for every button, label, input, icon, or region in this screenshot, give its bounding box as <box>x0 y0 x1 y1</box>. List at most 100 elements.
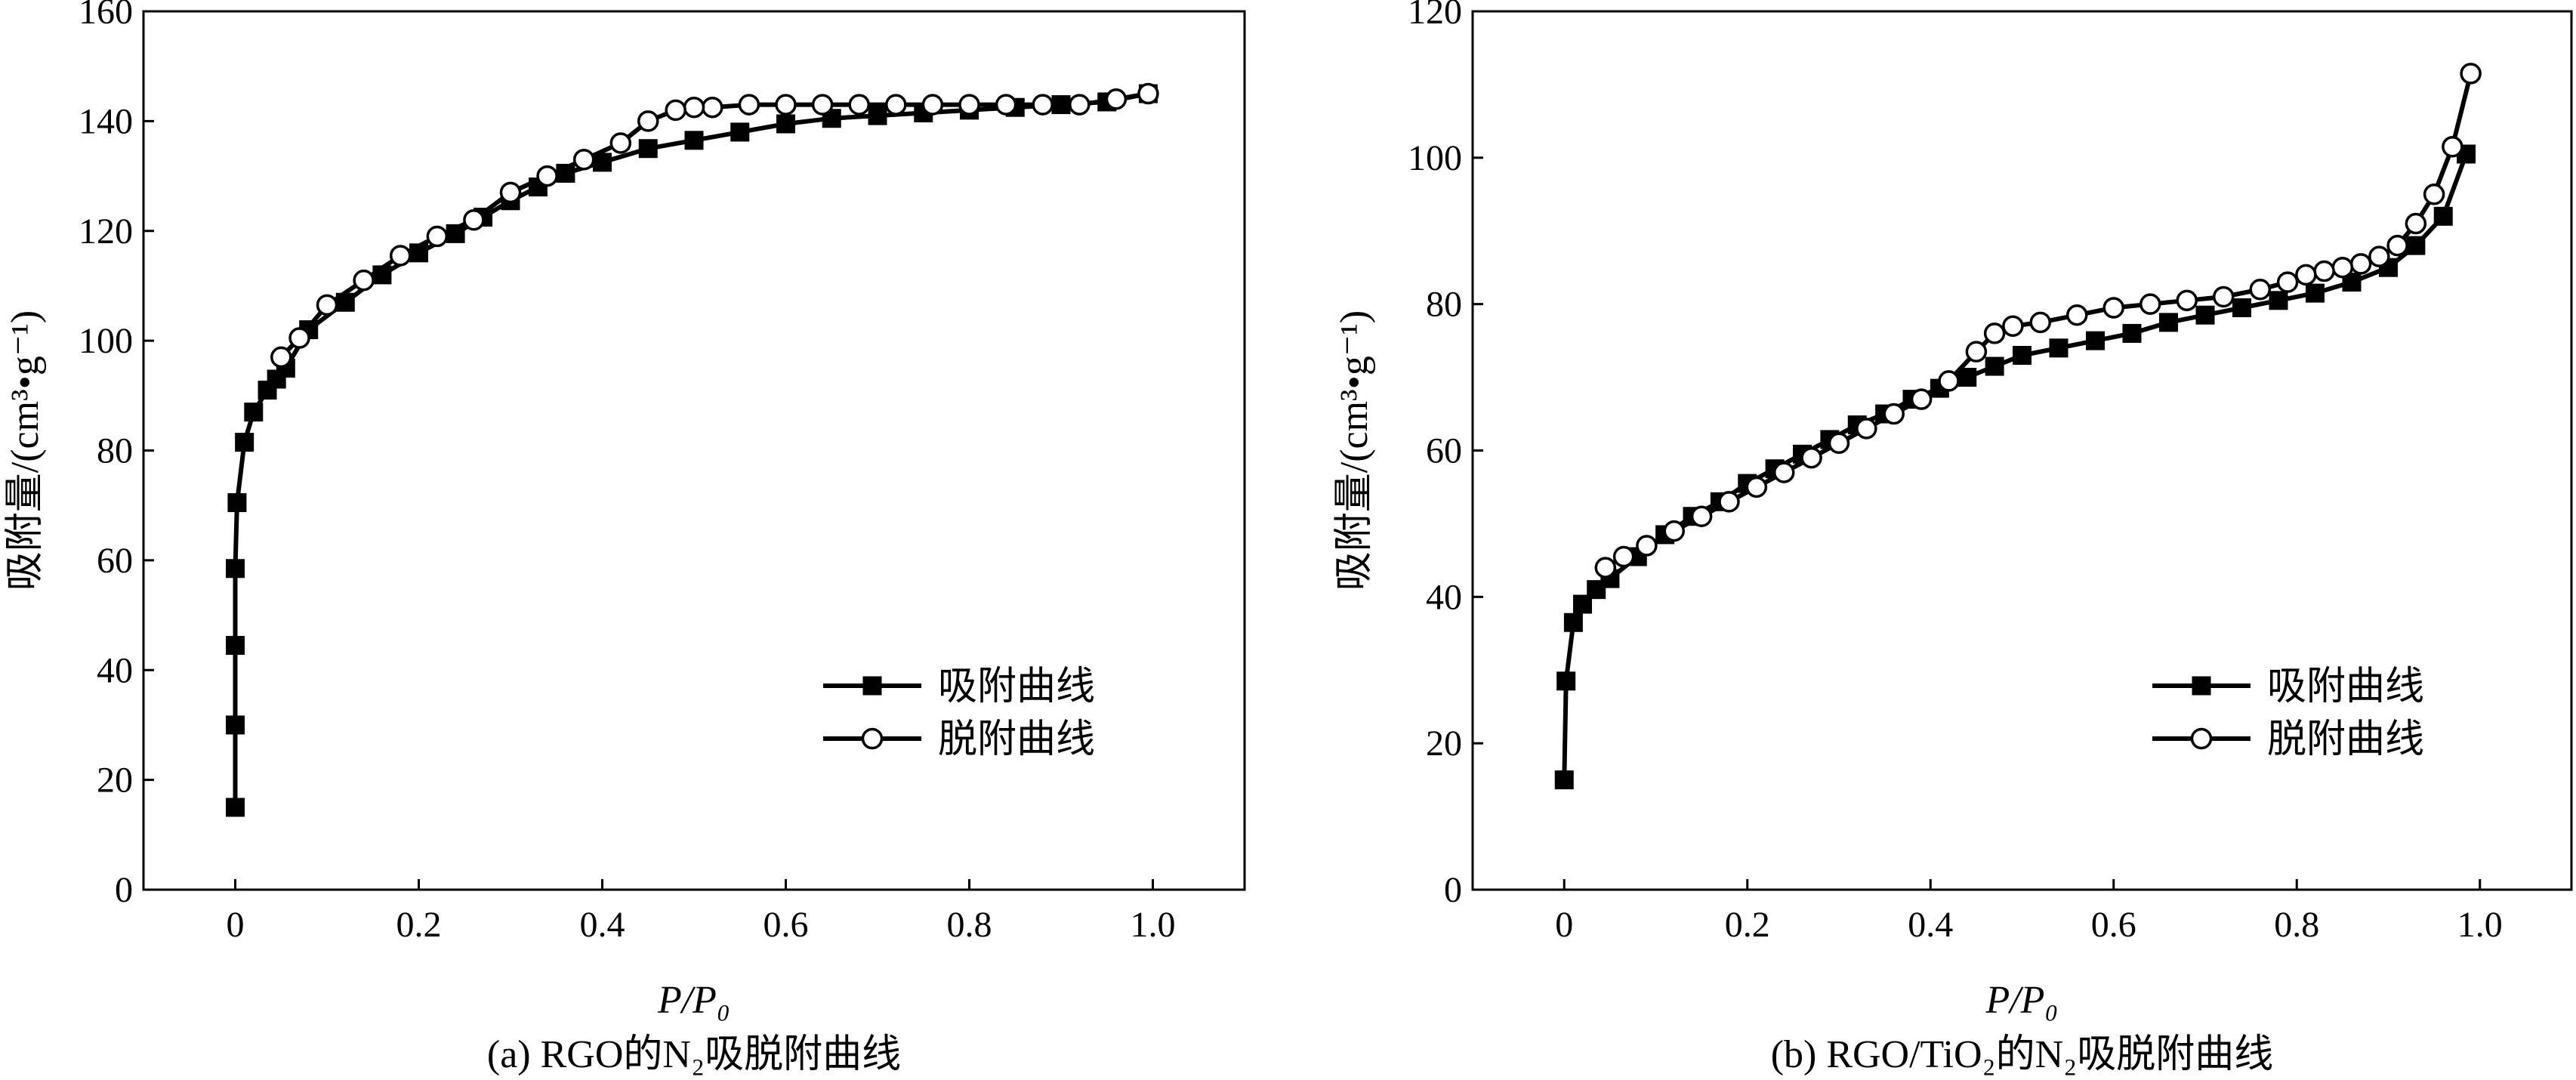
data-point-desorption <box>1773 461 1795 483</box>
data-point-desorption <box>1105 88 1128 110</box>
data-point-desorption <box>1636 535 1658 557</box>
data-point-desorption <box>885 94 907 116</box>
data-point-adsorption <box>2159 313 2178 332</box>
data-point-desorption <box>958 94 980 116</box>
x-tick-label: 0.2 <box>1725 905 1770 945</box>
data-point-desorption <box>995 94 1017 116</box>
chart-panel-1: 0 20 40 60 80 100 120 0 0.2 0.4 0.6 0.8 1.0 P/P₀ 吸附量/(… <box>1333 0 2573 1076</box>
data-point-desorption <box>426 225 449 248</box>
y-tick-label: 120 <box>79 211 133 251</box>
x-tick-label: 0.8 <box>947 905 992 945</box>
y-tick-label: 100 <box>1408 138 1462 178</box>
data-point-desorption <box>1069 94 1091 116</box>
data-point-desorption <box>811 94 834 116</box>
data-point-desorption <box>921 94 944 116</box>
data-point-adsorption <box>730 122 750 142</box>
data-point-adsorption <box>226 715 245 735</box>
data-point-desorption <box>2349 253 2372 275</box>
x-tick-label: 0.8 <box>2274 905 2319 945</box>
data-point-adsorption <box>776 114 795 134</box>
data-point-desorption <box>2213 285 2235 308</box>
data-point-desorption <box>665 99 686 122</box>
data-point-adsorption <box>235 433 255 452</box>
data-point-adsorption <box>1563 613 1583 632</box>
y-tick-label: 0 <box>115 870 133 910</box>
x-tick-label: 0.6 <box>2091 905 2136 945</box>
data-point-desorption <box>2442 136 2463 158</box>
data-point-desorption <box>2386 234 2408 257</box>
data-point-adsorption <box>1554 770 1574 790</box>
x-tick-label: 0 <box>227 905 245 945</box>
data-point-desorption <box>1983 322 2006 344</box>
legend-marker-circle <box>2190 727 2213 750</box>
y-tick-label: 140 <box>79 101 133 141</box>
legend-marker-circle <box>861 727 884 750</box>
data-point-adsorption <box>2122 323 2142 343</box>
legend-label-1: 脱附曲线 <box>938 718 1095 761</box>
data-point-adsorption <box>2232 298 2251 318</box>
y-tick-label: 40 <box>1426 577 1462 617</box>
legend-marker-square <box>2192 676 2211 696</box>
data-point-adsorption <box>638 139 658 159</box>
x-tick-label: 1.0 <box>2457 905 2503 945</box>
data-point-desorption <box>2139 293 2161 315</box>
data-point-adsorption <box>1985 356 2004 376</box>
data-point-desorption <box>2276 271 2299 293</box>
x-tick-label: 0.2 <box>396 905 442 945</box>
data-point-desorption <box>1663 520 1685 542</box>
y-tick-label: 100 <box>79 321 133 361</box>
data-point-desorption <box>2295 264 2317 286</box>
data-point-desorption <box>2368 245 2390 267</box>
data-point-adsorption <box>226 636 245 656</box>
y-tick-label: 60 <box>1426 431 1462 471</box>
data-point-desorption <box>270 346 292 369</box>
data-point-desorption <box>389 245 412 267</box>
data-point-desorption <box>2102 297 2124 319</box>
y-tick-label: 20 <box>1426 724 1462 764</box>
series-line-1 <box>279 91 1149 359</box>
y-axis-label: 吸附量/(cm³•g⁻¹) <box>4 310 47 591</box>
x-tick-label: 0.4 <box>1908 905 1953 945</box>
data-point-desorption <box>1137 82 1159 105</box>
data-point-desorption <box>1828 432 1850 455</box>
legend-marker-square <box>862 676 882 696</box>
data-point-desorption <box>1800 446 1822 469</box>
data-point-adsorption <box>226 559 245 579</box>
data-point-desorption <box>1594 557 1617 579</box>
panel-caption: (a) RGO的N₂吸脱附曲线 <box>487 1033 901 1076</box>
data-point-adsorption <box>2086 331 2105 350</box>
data-point-desorption <box>2002 315 2024 337</box>
y-tick-label: 120 <box>1408 0 1462 32</box>
x-tick-label: 0.4 <box>580 905 625 945</box>
data-point-adsorption <box>2269 291 2288 310</box>
x-tick-label: 1.0 <box>1131 905 1176 945</box>
data-point-desorption <box>1938 370 1960 392</box>
data-point-adsorption <box>2013 346 2031 366</box>
data-point-desorption <box>572 149 595 171</box>
data-point-desorption <box>2313 260 2335 282</box>
data-point-desorption <box>1856 418 1877 440</box>
data-point-adsorption <box>226 798 245 817</box>
y-axis-label: 吸附量/(cm³•g⁻¹) <box>1333 310 1376 591</box>
data-point-desorption <box>1032 94 1054 116</box>
data-point-desorption <box>1690 505 1713 527</box>
data-point-desorption <box>353 269 375 292</box>
x-tick-label: 0 <box>1555 905 1573 945</box>
data-point-desorption <box>1718 491 1740 513</box>
data-point-desorption <box>2066 304 2088 326</box>
y-tick-label: 20 <box>97 761 133 801</box>
data-point-adsorption <box>2049 338 2069 358</box>
data-point-desorption <box>2423 184 2445 205</box>
data-point-desorption <box>316 294 338 316</box>
panel-caption: (b) RGO/TiO₂的N₂吸脱附曲线 <box>1771 1033 2274 1076</box>
y-tick-label: 0 <box>1444 870 1462 910</box>
y-tick-label: 160 <box>79 0 133 32</box>
data-point-adsorption <box>244 403 264 422</box>
data-point-adsorption <box>2306 283 2325 303</box>
data-point-desorption <box>738 94 760 116</box>
data-point-adsorption <box>684 131 704 150</box>
data-point-desorption <box>463 208 485 231</box>
data-point-desorption <box>499 181 522 204</box>
y-tick-label: 40 <box>97 650 133 690</box>
data-point-desorption <box>775 94 797 116</box>
